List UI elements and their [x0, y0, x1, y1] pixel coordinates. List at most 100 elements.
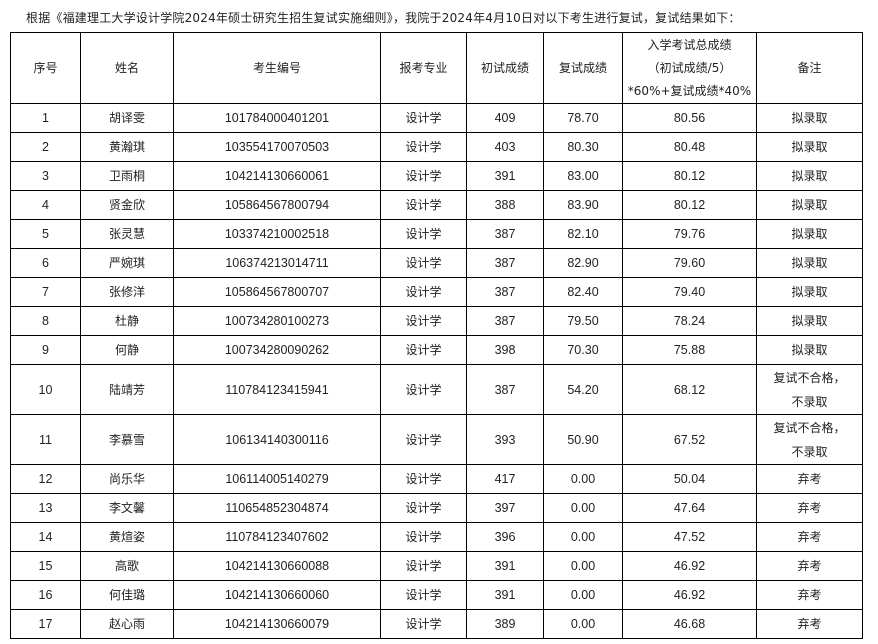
cell-remark: 拟录取 — [756, 132, 863, 162]
cell-name: 严婉琪 — [80, 248, 174, 278]
cell-candidate-id: 104214130660061 — [173, 161, 381, 191]
cell-index: 17 — [10, 609, 81, 639]
cell-initial-score: 417 — [466, 464, 544, 494]
cell-remark: 弃考 — [756, 493, 863, 523]
cell-initial-score: 387 — [466, 248, 544, 278]
cell-initial-score: 396 — [466, 522, 544, 552]
cell-candidate-id: 104214130660060 — [173, 580, 381, 610]
cell-major: 设计学 — [380, 306, 467, 336]
cell-candidate-id: 103554170070503 — [173, 132, 381, 162]
cell-total-score: 47.52 — [622, 522, 757, 552]
table-row: 6 严婉琪 106374213014711 设计学 387 82.90 79.60 拟录取 — [10, 248, 863, 278]
header-index: 序号 — [10, 32, 81, 104]
cell-name: 高歌 — [80, 551, 174, 581]
table-row: 10 陆靖芳 110784123415941 设计学 387 54.20 68.12 复试不合… — [10, 364, 863, 415]
cell-name: 陆靖芳 — [80, 364, 174, 415]
cell-candidate-id: 110784123407602 — [173, 522, 381, 552]
cell-major: 设计学 — [380, 414, 467, 465]
table-row: 15 高歌 104214130660088 设计学 391 0.00 46.92 弃考 — [10, 551, 863, 581]
cell-remark: 弃考 — [756, 609, 863, 639]
cell-major: 设计学 — [380, 248, 467, 278]
cell-name: 贤金欣 — [80, 190, 174, 220]
cell-major: 设计学 — [380, 493, 467, 523]
cell-retest-score: 82.90 — [543, 248, 623, 278]
cell-name: 胡译雯 — [80, 103, 174, 133]
cell-remark: 拟录取 — [756, 306, 863, 336]
cell-initial-score: 409 — [466, 103, 544, 133]
cell-index: 15 — [10, 551, 81, 581]
table-row: 13 李文馨 110654852304874 设计学 397 0.00 47.64 弃考 — [10, 493, 863, 523]
cell-total-score: 78.24 — [622, 306, 757, 336]
cell-total-score: 75.88 — [622, 335, 757, 365]
cell-name: 卫雨桐 — [80, 161, 174, 191]
header-initial-score: 初试成绩 — [466, 32, 544, 104]
cell-name: 李文馨 — [80, 493, 174, 523]
cell-name: 杜静 — [80, 306, 174, 336]
cell-total-score: 79.40 — [622, 277, 757, 307]
table-row: 3 卫雨桐 104214130660061 设计学 391 83.00 80.12 拟录取 — [10, 161, 863, 191]
cell-candidate-id: 105864567800794 — [173, 190, 381, 220]
cell-remark: 拟录取 — [756, 248, 863, 278]
cell-initial-score: 387 — [466, 277, 544, 307]
cell-candidate-id: 101784000401201 — [173, 103, 381, 133]
cell-initial-score: 387 — [466, 219, 544, 249]
cell-retest-score: 82.40 — [543, 277, 623, 307]
cell-retest-score: 83.00 — [543, 161, 623, 191]
cell-retest-score: 0.00 — [543, 522, 623, 552]
table-row: 2 黄瀚琪 103554170070503 设计学 403 80.30 80.48 拟录取 — [10, 132, 863, 162]
cell-index: 11 — [10, 414, 81, 465]
cell-remark: 拟录取 — [756, 335, 863, 365]
cell-remark: 拟录取 — [756, 219, 863, 249]
header-major: 报考专业 — [380, 32, 467, 104]
header-remark: 备注 — [756, 32, 863, 104]
cell-total-score: 80.12 — [622, 190, 757, 220]
cell-index: 1 — [10, 103, 81, 133]
header-row: 序号 姓名 考生编号 报考专业 初试成绩 复试成绩 入学考试总成绩 （初试成绩/5） *60%+… — [10, 32, 863, 104]
header-total-score: 入学考试总成绩 （初试成绩/5） *60%+复试成绩*40% — [622, 32, 757, 104]
cell-retest-score: 80.30 — [543, 132, 623, 162]
cell-initial-score: 389 — [466, 609, 544, 639]
cell-remark: 弃考 — [756, 522, 863, 552]
cell-remark: 弃考 — [756, 580, 863, 610]
cell-remark: 复试不合格， 不录取 — [756, 364, 863, 415]
cell-remark: 弃考 — [756, 551, 863, 581]
cell-name: 黄煊姿 — [80, 522, 174, 552]
cell-total-score: 79.76 — [622, 219, 757, 249]
table-row: 9 何静 100734280090262 设计学 398 70.30 75.88 拟录取 — [10, 335, 863, 365]
cell-retest-score: 79.50 — [543, 306, 623, 336]
cell-total-score: 67.52 — [622, 414, 757, 465]
cell-initial-score: 398 — [466, 335, 544, 365]
cell-total-score: 80.48 — [622, 132, 757, 162]
cell-total-score: 50.04 — [622, 464, 757, 494]
cell-major: 设计学 — [380, 277, 467, 307]
cell-retest-score: 0.00 — [543, 580, 623, 610]
table-row: 11 李慕雪 106134140300116 设计学 393 50.90 67.52 复试不合… — [10, 414, 863, 465]
cell-name: 黄瀚琪 — [80, 132, 174, 162]
cell-index: 2 — [10, 132, 81, 162]
cell-retest-score: 0.00 — [543, 609, 623, 639]
cell-total-score: 46.68 — [622, 609, 757, 639]
cell-total-score: 47.64 — [622, 493, 757, 523]
cell-major: 设计学 — [380, 580, 467, 610]
cell-retest-score: 78.70 — [543, 103, 623, 133]
cell-initial-score: 397 — [466, 493, 544, 523]
cell-total-score: 46.92 — [622, 551, 757, 581]
cell-remark: 拟录取 — [756, 103, 863, 133]
cell-major: 设计学 — [380, 551, 467, 581]
cell-retest-score: 50.90 — [543, 414, 623, 465]
cell-remark: 拟录取 — [756, 161, 863, 191]
cell-major: 设计学 — [380, 161, 467, 191]
cell-candidate-id: 103374210002518 — [173, 219, 381, 249]
cell-total-score: 46.92 — [622, 580, 757, 610]
table-row: 17 赵心雨 104214130660079 设计学 389 0.00 46.68 弃考 — [10, 609, 863, 639]
table-row: 16 何佳璐 104214130660060 设计学 391 0.00 46.92 弃考 — [10, 580, 863, 610]
cell-initial-score: 391 — [466, 551, 544, 581]
cell-major: 设计学 — [380, 609, 467, 639]
cell-name: 赵心雨 — [80, 609, 174, 639]
table-row: 1 胡译雯 101784000401201 设计学 409 78.70 80.56 拟录取 — [10, 103, 863, 133]
cell-major: 设计学 — [380, 364, 467, 415]
cell-name: 何静 — [80, 335, 174, 365]
cell-candidate-id: 110784123415941 — [173, 364, 381, 415]
header-candidate-id: 考生编号 — [173, 32, 381, 104]
table-row: 4 贤金欣 105864567800794 设计学 388 83.90 80.12 拟录取 — [10, 190, 863, 220]
